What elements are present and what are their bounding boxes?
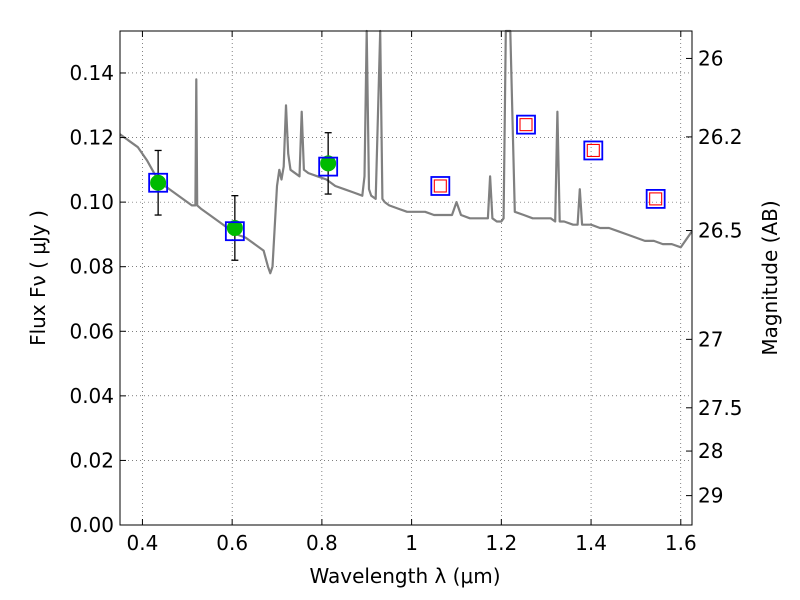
model-flux-square [224, 221, 245, 242]
spectrum-line [119, 29, 693, 275]
observed-flux-point [320, 155, 337, 172]
axis-ticks: 0.4 0.6 0.8 1 1.2 1.4 1.6 0.00 0.02 0.04 0.06 0.08 0… [69, 31, 743, 555]
upper-limit-square [586, 143, 600, 158]
upper-limit-square [519, 118, 533, 132]
y2-tick-label: 29 [698, 484, 723, 508]
y-tick-label: 0.00 [69, 513, 114, 537]
y2-axis-label: Magnitude (AB) [758, 200, 782, 355]
y-tick-label: 0.10 [69, 190, 114, 214]
x-axis-label: Wavelength λ (μm) [309, 564, 500, 588]
upper-limit-square [433, 179, 447, 193]
grid [120, 31, 692, 526]
y-tick-label: 0.12 [69, 126, 114, 150]
x-tick-label: 0.4 [127, 531, 159, 555]
y-tick-label: 0.08 [69, 255, 114, 279]
y2-tick-label: 27 [698, 327, 723, 351]
x-tick-label: 0.6 [216, 531, 248, 555]
x-tick-label: 1.2 [485, 531, 517, 555]
y2-tick-label: 27.5 [698, 396, 743, 420]
observed-flux-point [226, 219, 243, 236]
y2-tick-label: 28 [698, 439, 723, 463]
y-axis-label: Flux Fν ( μJy ) [26, 210, 50, 346]
model-flux-square [516, 114, 536, 135]
model-flux-square [645, 188, 666, 209]
y2-tick-label: 26.2 [698, 125, 743, 149]
y-tick-label: 0.14 [69, 61, 114, 85]
model-flux-square [583, 140, 604, 161]
x-tick-label: 1.4 [575, 531, 607, 555]
y2-tick-label: 26.5 [698, 219, 743, 243]
x-tick-label: 0.8 [306, 531, 338, 555]
plot-area [119, 29, 693, 275]
model-flux-square [318, 156, 339, 177]
observed-flux-point [150, 174, 167, 191]
model-flux-square [430, 176, 451, 196]
upper-limit-square [649, 192, 663, 206]
x-tick-label: 1.6 [665, 531, 697, 555]
model-flux-square [148, 172, 169, 193]
x-tick-label: 1 [405, 531, 418, 555]
y-tick-label: 0.04 [69, 384, 114, 408]
y-tick-label: 0.06 [69, 319, 114, 343]
plot-frame [119, 30, 693, 526]
y-tick-label: 0.02 [69, 448, 114, 472]
y2-tick-label: 26 [698, 46, 723, 70]
